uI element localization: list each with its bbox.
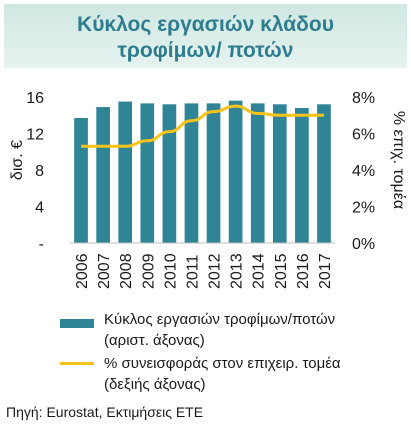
y-right-tick-label: 4%	[352, 163, 375, 180]
y-left-tick-label: 12	[26, 127, 44, 144]
bar-2011	[184, 103, 199, 243]
x-tick-label: 2017	[317, 253, 334, 289]
y-left-axis-label: δισ. €	[9, 140, 26, 180]
legend-bar-swatch	[60, 319, 94, 328]
y-right-axis-label: % επιχ. τομέα	[390, 111, 407, 209]
x-tick-label: 2006	[74, 253, 91, 289]
combo-chart: - 4 8 12 16 0% 2% 4% 6% 8% 2006 2007 2008 2009 2010 201…	[9, 90, 407, 289]
legend-line-label-1: % συνεισφοράς στον επιχειρ. τομέα	[104, 355, 341, 372]
legend-bar-label-2: (αριστ. άξονας)	[104, 332, 205, 349]
x-tick-label: 2015	[273, 253, 290, 289]
bar-2008	[118, 101, 133, 243]
bar-2007	[96, 107, 110, 243]
x-tick-label: 2016	[295, 253, 312, 289]
x-tick-label: 2012	[207, 253, 224, 289]
legend-line-swatch	[60, 362, 94, 365]
bar-2012	[206, 103, 221, 243]
source-note: Πηγή: Eurostat, Εκτιμήσεις ΕΤΕ	[6, 404, 204, 420]
y-left-tick-label: -	[39, 236, 44, 253]
legend-line-label-2: (δεξιής άξονας)	[104, 376, 206, 393]
y-left-tick-label: 8	[35, 163, 44, 180]
x-tick-label: 2010	[162, 253, 179, 289]
x-tick-label: 2014	[251, 253, 268, 289]
bar-2006	[74, 117, 88, 243]
bar-2010	[162, 104, 177, 243]
series-line-share	[81, 104, 324, 148]
bar-2013	[228, 100, 243, 244]
bar-2016	[295, 107, 309, 243]
y-left-tick-label: 16	[26, 90, 44, 107]
y-right-tick-label: 0%	[352, 236, 375, 253]
bar-2014	[250, 103, 265, 243]
chart-title-line-1: Κύκλος εργασιών κλάδου	[77, 13, 334, 36]
bar-2009	[140, 103, 155, 243]
title-banner: Κύκλος εργασιών κλάδου τροφίμων/ ποτών	[4, 4, 407, 68]
x-tick-label: 2007	[96, 253, 113, 289]
x-tick-label: 2009	[140, 253, 157, 289]
chart-title-line-2: τροφίμων/ ποτών	[117, 39, 294, 62]
y-right-tick-label: 8%	[352, 90, 375, 107]
bar-2015	[272, 104, 287, 243]
x-tick-label: 2013	[229, 253, 246, 289]
legend-bar-label-1: Κύκλος εργασιών τροφίμων/ποτών	[104, 311, 336, 328]
bar-2017	[317, 104, 331, 243]
x-tick-label: 2008	[118, 253, 135, 289]
y-left-tick-label: 4	[35, 200, 44, 217]
x-tick-label: 2011	[184, 254, 201, 289]
y-right-tick-label: 2%	[352, 200, 375, 217]
y-right-tick-label: 6%	[352, 127, 375, 144]
